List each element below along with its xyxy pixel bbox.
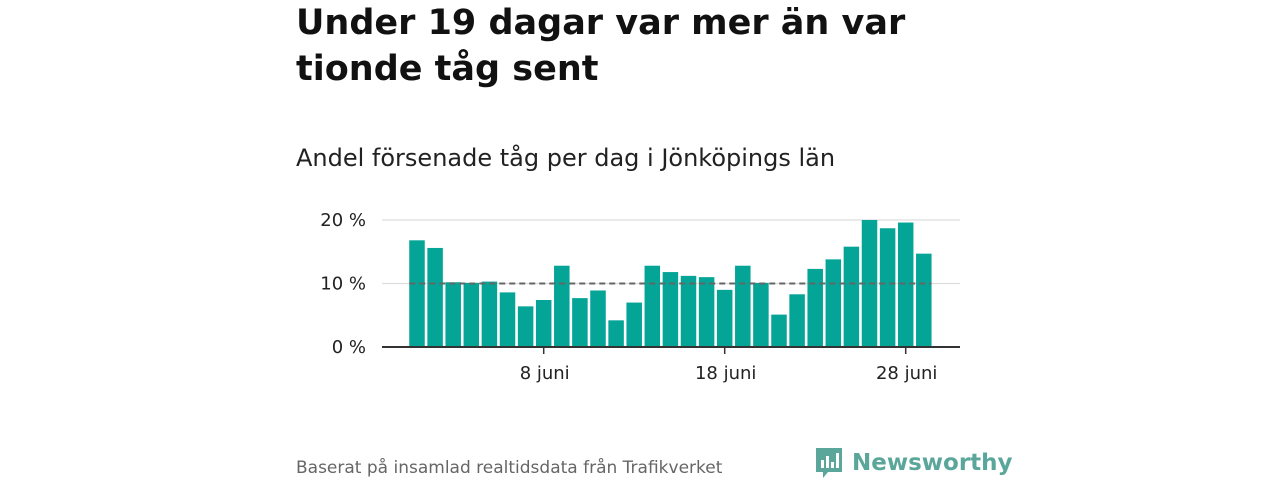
chart-title: Under 19 dagar var mer än var tionde tåg… [296,0,1016,92]
bar [880,228,896,347]
x-tick-label: 8 juni [520,363,570,384]
bar [807,269,823,347]
bar [608,320,624,347]
bar [789,294,805,347]
bar [518,306,534,347]
bar [572,298,588,347]
bar [554,266,570,347]
logo-text: Newsworthy [852,448,1013,478]
bar [844,247,860,347]
bar [898,223,914,347]
bar [445,282,461,347]
y-tick-label: 20 % [320,210,366,231]
bar-chart: 0 % 10 % 20 % 8 juni 18 juni 28 juni [290,200,980,400]
bar-chart-speech-bubble-icon [814,446,844,480]
bar [916,254,932,347]
bar [482,282,498,347]
bar [753,283,769,347]
bar [735,266,751,347]
x-tick-label: 28 juni [876,363,937,384]
newsworthy-logo: Newsworthy [814,446,1013,480]
source-note: Baserat på insamlad realtidsdata från Tr… [296,456,722,480]
chart-subtitle: Andel försenade tåg per dag i Jönköpings… [296,143,835,173]
bar [699,277,715,347]
y-tick-label: 0 % [332,337,366,358]
bar [536,300,552,347]
bar [717,290,733,347]
y-tick-label: 10 % [320,274,366,295]
bar [464,283,480,347]
bar [500,292,516,347]
bar [645,266,661,347]
x-tick-label: 18 juni [695,363,756,384]
bar [771,315,787,347]
bar [826,259,842,347]
bar [409,240,425,347]
bar [626,303,642,347]
bar [590,290,606,347]
bar [681,276,697,347]
bar [427,248,443,347]
